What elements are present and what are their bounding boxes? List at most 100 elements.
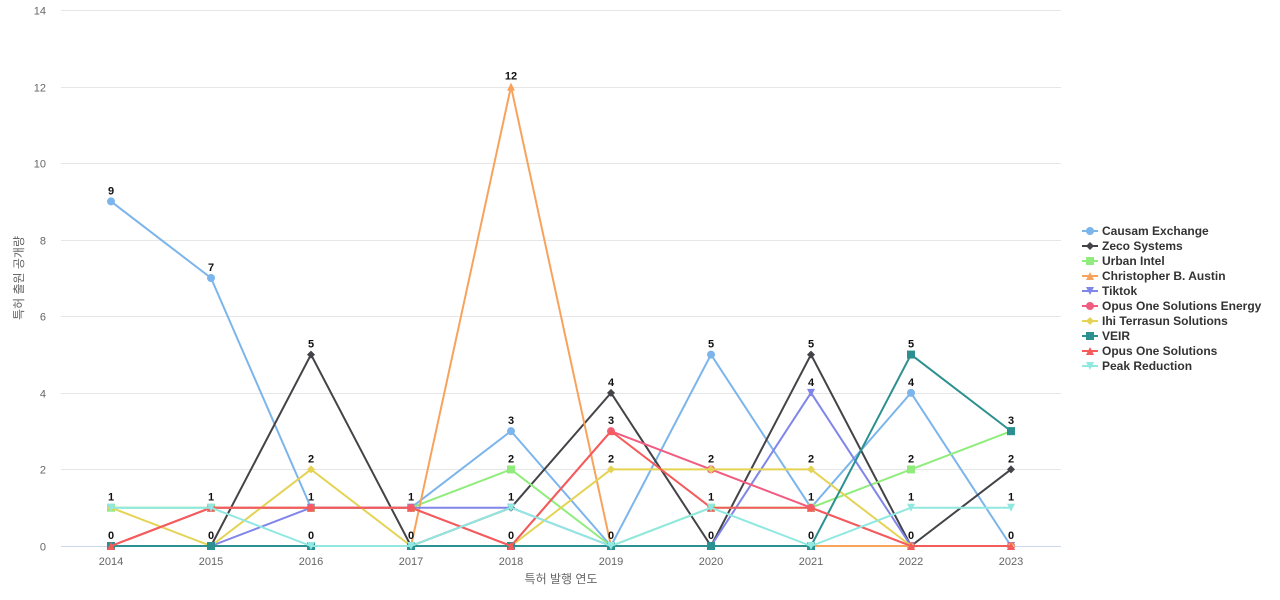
data-point-marker [907, 465, 915, 474]
data-point-marker [507, 82, 515, 91]
series-line [110, 200, 1012, 547]
x-axis-title: 특허 발행 연도 [525, 571, 598, 586]
data-point-marker [907, 350, 915, 359]
legend-item[interactable]: Tiktok [1082, 284, 1137, 298]
data-point-marker [307, 542, 315, 550]
data-label: 2 [308, 453, 314, 465]
x-tick-label: 2014 [99, 556, 123, 568]
legend-item[interactable]: Ihi Terrasun Solutions [1082, 314, 1228, 328]
data-label: 1 [908, 492, 914, 504]
series-line [110, 430, 1012, 547]
data-point-marker [807, 350, 815, 359]
data-point-marker [1086, 257, 1094, 265]
data-label: 1 [1008, 492, 1014, 504]
legend-item[interactable]: Opus One Solutions [1082, 344, 1218, 358]
x-tick-label: 2020 [699, 556, 723, 568]
data-label: 3 [1008, 415, 1014, 427]
data-label: 0 [508, 530, 514, 542]
y-tick-label: 12 [34, 83, 46, 95]
data-point-marker [1086, 227, 1094, 235]
data-point-marker [207, 274, 215, 282]
data-point-marker [1086, 287, 1094, 295]
legend-label: VEIR [1102, 329, 1130, 343]
data-point-marker [907, 388, 915, 397]
x-tick-label: 2022 [899, 556, 923, 568]
legend-label: Opus One Solutions [1102, 344, 1218, 358]
grid-lines [61, 10, 1061, 470]
series-9 [107, 503, 1015, 550]
data-point-marker [507, 503, 515, 512]
data-label: 3 [508, 415, 514, 427]
series-8 [107, 427, 1015, 550]
data-point-marker [507, 427, 515, 436]
legend-item[interactable]: Zeco Systems [1082, 239, 1183, 253]
data-point-marker [207, 542, 215, 550]
data-point-marker [907, 503, 915, 512]
legend-item[interactable]: Causam Exchange [1082, 224, 1209, 238]
data-labels: 9 1 0 7 1 0 5 2 1 0 1 0 12 3 2 1 0 4 3 2 0 5 2 1 0 5 4 2 1 0 5 4 2 1 0 3 2 1 0 [108, 71, 1014, 542]
x-tick-label: 2015 [199, 556, 223, 568]
data-label: 4 [808, 377, 815, 389]
data-label: 12 [505, 71, 517, 83]
y-tick-label: 6 [40, 312, 46, 324]
data-point-marker [507, 542, 515, 550]
legend-label: Opus One Solutions Energy [1102, 299, 1262, 313]
data-label: 2 [808, 453, 814, 465]
x-tick-label: 2017 [399, 556, 423, 568]
legend-item[interactable]: VEIR [1082, 329, 1130, 343]
data-label: 4 [608, 377, 615, 389]
data-point-marker [1007, 465, 1015, 474]
data-point-marker [307, 503, 315, 512]
data-point-marker [207, 503, 215, 512]
legend-item[interactable]: Peak Reduction [1082, 359, 1192, 373]
data-label: 1 [108, 492, 114, 504]
data-point-marker [1007, 427, 1015, 436]
legend-item[interactable]: Christopher B. Austin [1082, 269, 1226, 283]
legend-label: Zeco Systems [1102, 239, 1183, 253]
data-label: 2 [508, 453, 514, 465]
legend-item[interactable]: Opus One Solutions Energy [1082, 299, 1262, 313]
data-label: 4 [908, 377, 915, 389]
series-lines [107, 82, 1015, 550]
x-axis-ticks: 2014 2015 2016 2017 2018 2019 2020 2021 2022 2023 [61, 546, 1061, 568]
data-point-marker [607, 542, 615, 550]
y-tick-label: 2 [40, 465, 46, 477]
y-tick-label: 10 [34, 159, 46, 171]
data-point-marker [607, 465, 615, 474]
data-label: 0 [708, 530, 714, 542]
legend-item[interactable]: Urban Intel [1082, 254, 1165, 268]
y-tick-label: 0 [40, 542, 46, 554]
data-point-marker [307, 465, 315, 474]
data-label: 3 [608, 415, 614, 427]
data-point-marker [107, 542, 115, 550]
x-tick-label: 2023 [999, 556, 1023, 568]
data-point-marker [1086, 272, 1094, 280]
data-point-marker [107, 503, 115, 512]
data-label: 0 [208, 530, 214, 542]
data-point-marker [407, 542, 415, 550]
legend-label: Ihi Terrasun Solutions [1102, 314, 1228, 328]
data-label: 0 [308, 530, 314, 542]
y-tick-label: 14 [34, 6, 46, 18]
data-point-marker [707, 542, 715, 550]
data-point-marker [807, 465, 815, 474]
data-label: 1 [708, 492, 714, 504]
data-point-marker [807, 503, 815, 512]
series-line [110, 353, 1012, 547]
data-label: 1 [208, 492, 214, 504]
data-label: 0 [808, 530, 814, 542]
data-label: 0 [1008, 530, 1014, 542]
data-label: 0 [908, 530, 914, 542]
data-label: 0 [408, 530, 414, 542]
data-point-marker [807, 542, 815, 550]
data-label: 0 [608, 530, 614, 542]
data-point-marker [707, 503, 715, 512]
legend-label: Christopher B. Austin [1102, 269, 1226, 283]
y-tick-label: 4 [40, 389, 46, 401]
data-point-marker [1086, 362, 1094, 370]
data-label: 1 [408, 492, 414, 504]
data-point-marker [1086, 302, 1094, 310]
data-point-marker [307, 350, 315, 359]
